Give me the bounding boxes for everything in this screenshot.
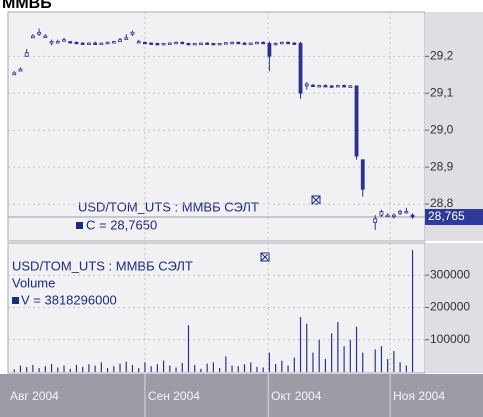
candle-body [230,41,234,45]
candle-body [55,41,60,44]
candle-body [155,42,160,46]
candle-body [49,41,54,44]
candle-body [199,42,203,45]
volume-name: Volume [12,275,55,290]
last-price-label: 28,765 [428,209,465,223]
candle-body [24,52,29,57]
legend-icon [311,195,321,205]
candle-body [205,42,210,45]
candle-body [174,41,178,45]
candle-body [267,42,272,57]
candle-body [379,211,384,216]
candle-body [373,218,378,223]
volume-label: V = 3818296000 [21,292,117,307]
candle-body [211,42,216,46]
candle-body [223,42,228,45]
legend-swatch [12,297,19,304]
candle-body [111,41,116,44]
volume-title: USD/TOM_UTS : ММВБ СЭЛТ [12,258,193,273]
candle-body [93,42,98,45]
candle-body [37,31,42,35]
candle-body [180,41,185,45]
candle-body [354,85,359,157]
candle-body [342,85,346,88]
x-tick-label: Авг 2004 [10,389,59,403]
chart-title: ММВБ [2,0,52,12]
candle-body [99,42,104,45]
candle-body [149,42,154,45]
candle-body [404,211,409,214]
candle-body [360,159,365,190]
candle-body [304,83,309,87]
candle-body [136,41,141,44]
legend-title: USD/TOM_UTS : ММВБ СЭЛТ [78,199,259,214]
candle-body [143,41,147,45]
y-tick-label: 28,9 [430,159,454,173]
candle-body [124,37,129,40]
candle-body [329,85,334,88]
candle-body [192,42,197,46]
candle-body [18,68,23,72]
legend-icon [311,195,321,205]
price-axis [425,12,483,241]
y-tick-label: 29,1 [430,85,454,99]
candle-body [217,42,222,46]
candle-body [311,84,315,88]
candle-body [261,41,266,45]
y-tick-label: 29,0 [430,122,454,136]
candle-body [286,41,290,45]
candle-body [410,214,415,218]
y-tick-label: 28,8 [430,196,454,210]
legend-icon [260,252,270,262]
candle-body [391,214,396,218]
candle-body [74,41,79,45]
candle-body [12,72,17,76]
legend-swatch [76,222,83,229]
candle-body [298,42,303,94]
date-axis [0,374,483,417]
candle-body [279,41,284,45]
y2-tick-label: 200000 [430,300,470,314]
candle-body [335,85,340,88]
legend-price: C = 28,7650 [86,217,157,232]
candle-body [167,42,172,45]
candle-body [161,42,166,46]
candle-body [273,42,278,46]
candle-body [43,35,48,38]
candle-body [68,41,73,44]
candle-body [323,85,328,88]
y-tick-label: 29,2 [430,48,454,62]
candle-body [242,42,247,45]
candle-body [236,41,241,45]
candle-body [292,42,297,45]
volume-axis [425,243,483,373]
candle-body [62,39,66,42]
x-tick-label: Окт 2004 [271,389,322,403]
x-tick-label: Сен 2004 [148,389,200,403]
candle-body [130,31,135,35]
candle-body [118,39,122,42]
candle-body [255,41,259,45]
candle-body [317,85,322,88]
candle-body [105,41,110,45]
candle-body [348,85,353,88]
candle-body [87,42,91,45]
y2-tick-label: 100000 [430,332,470,346]
candle-body [398,211,403,214]
last-price-box [425,208,483,225]
candle-body [385,214,390,218]
x-tick-label: Ноя 2004 [393,389,445,403]
candle-body [30,35,35,39]
candle-body [186,42,191,46]
y2-tick-label: 300000 [430,267,470,281]
candle-body [248,42,253,45]
candle-body [80,42,85,45]
